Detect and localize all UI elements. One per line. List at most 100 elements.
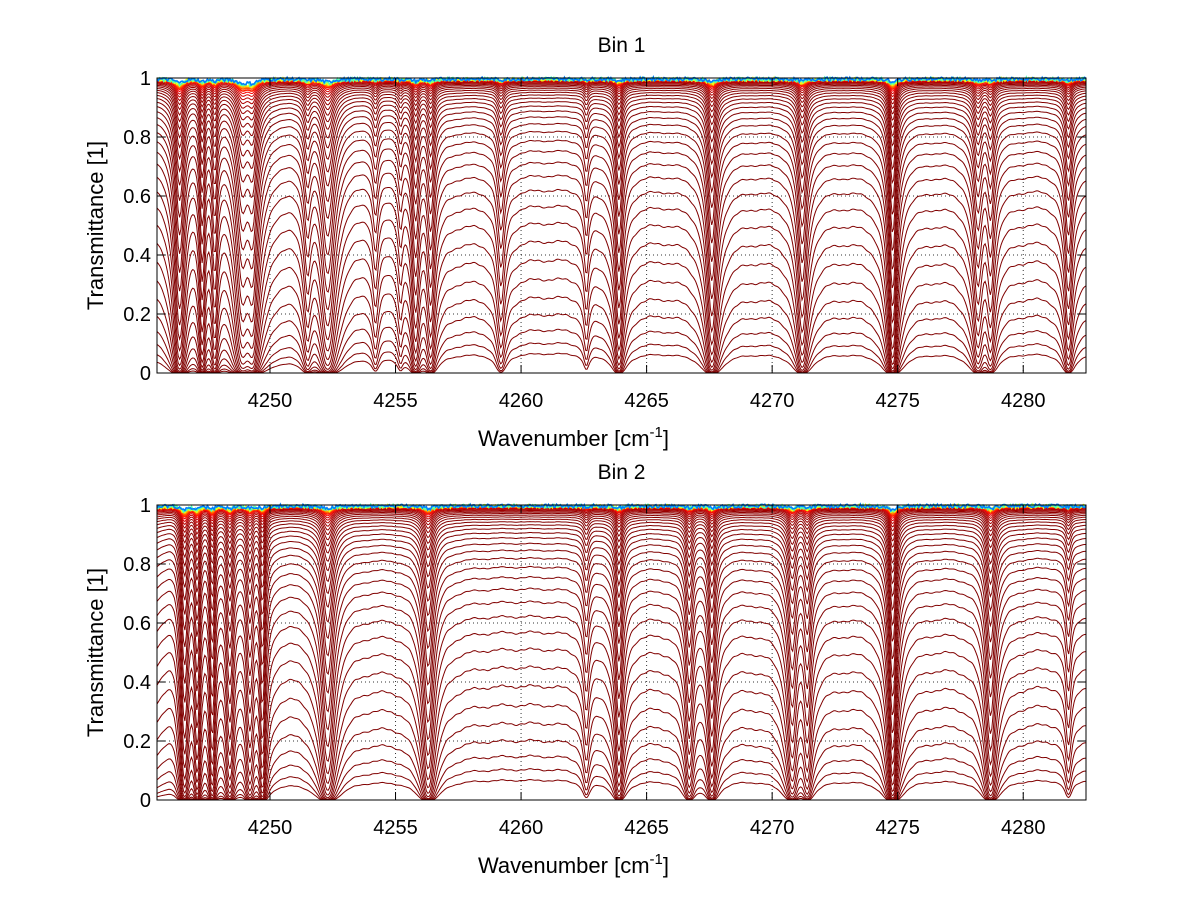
series-line xyxy=(157,110,1086,233)
series-line xyxy=(157,97,1086,184)
series-line xyxy=(157,630,1086,789)
series-line xyxy=(157,239,1086,372)
x-axis-label-main: Wavenumber [cm xyxy=(478,853,650,878)
series-line xyxy=(157,188,1086,359)
x-tick-label: 4270 xyxy=(750,817,795,839)
series-line xyxy=(157,221,1086,370)
series-line xyxy=(157,174,1086,350)
series-line xyxy=(157,738,1086,800)
x-tick-label: 4250 xyxy=(248,390,293,412)
x-tick-label: 4275 xyxy=(875,390,920,412)
series-line xyxy=(157,514,1086,559)
x-tick-label: 4260 xyxy=(499,817,544,839)
x-axis-label-superscript: -1 xyxy=(650,424,663,441)
y-tick-label: 0 xyxy=(140,790,151,812)
series-line xyxy=(157,542,1086,666)
series-line xyxy=(157,81,1086,105)
series-line xyxy=(157,101,1086,199)
y-tick-label: 1 xyxy=(140,68,151,90)
series-line xyxy=(157,575,1086,739)
y-axis-label: Transmittance [1] xyxy=(83,568,108,737)
series-line xyxy=(157,341,1086,373)
series-line xyxy=(157,518,1086,578)
series-group xyxy=(157,502,1086,800)
series-group xyxy=(157,75,1086,373)
series-line xyxy=(157,313,1086,373)
series-line xyxy=(157,509,1086,534)
series-line xyxy=(157,139,1086,307)
series-line xyxy=(157,527,1086,615)
series-line xyxy=(157,258,1086,373)
y-tick-label: 0.2 xyxy=(123,304,151,326)
chart-title: Bin 1 xyxy=(598,34,646,57)
series-line xyxy=(157,614,1086,781)
series-line xyxy=(157,508,1086,529)
x-tick-label: 4255 xyxy=(373,390,418,412)
y-tick-label: 0.6 xyxy=(123,613,151,635)
series-line xyxy=(157,116,1086,251)
series-line xyxy=(157,510,1086,539)
series-line xyxy=(157,754,1086,800)
chart-panel-1: Bin 1 4250 4255 4260 4265 4270 4275 4280 0 0.2 0.4… xyxy=(83,34,1087,451)
x-axis-label-superscript: -1 xyxy=(650,851,663,868)
x-axis-label: Wavenumber [cm-1] xyxy=(478,851,669,878)
series-line xyxy=(157,721,1086,800)
series-line xyxy=(157,684,1086,800)
x-tick-label: 4280 xyxy=(1001,817,1046,839)
series-line xyxy=(157,89,1086,146)
axes-box xyxy=(156,77,1087,374)
series-line xyxy=(157,511,1086,544)
series-line xyxy=(157,149,1086,323)
x-tick-label: 4265 xyxy=(624,817,669,839)
x-axis-label: Wavenumber [cm-1] xyxy=(478,424,669,451)
series-line xyxy=(157,81,1086,101)
series-line xyxy=(157,91,1086,157)
series-line xyxy=(157,86,1086,128)
x-axis-label-main: Wavenumber [cm xyxy=(478,426,650,451)
series-line xyxy=(157,508,1086,526)
series-line xyxy=(157,87,1086,137)
series-line xyxy=(157,161,1086,338)
series-line xyxy=(157,536,1086,648)
x-tick-label: 4270 xyxy=(750,390,795,412)
y-tick-label: 0.4 xyxy=(123,245,151,267)
series-line xyxy=(157,665,1086,798)
series-line xyxy=(157,83,1086,115)
y-tick-label: 0 xyxy=(140,363,151,385)
series-line xyxy=(157,521,1086,588)
series-line xyxy=(157,587,1086,755)
x-tick-label: 4265 xyxy=(624,390,669,412)
series-line xyxy=(157,600,1086,769)
y-tick-label: 0.4 xyxy=(123,672,151,694)
series-line xyxy=(157,84,1086,121)
series-line xyxy=(157,556,1086,703)
series-line xyxy=(157,549,1086,684)
x-tick-label: 4275 xyxy=(875,817,920,839)
series-line xyxy=(157,105,1086,215)
series-line xyxy=(157,204,1086,365)
series-line xyxy=(157,565,1086,722)
axes-box xyxy=(156,504,1087,801)
x-axis-label-end: ] xyxy=(663,853,669,878)
y-tick-label: 0.2 xyxy=(123,731,151,753)
y-tick-label: 0.6 xyxy=(123,186,151,208)
series-line xyxy=(157,516,1086,568)
series-line xyxy=(157,647,1086,795)
series-line xyxy=(157,768,1086,800)
series-line xyxy=(157,524,1086,601)
x-tick-label: 4280 xyxy=(1001,390,1046,412)
x-tick-label: 4260 xyxy=(499,390,544,412)
series-line xyxy=(157,277,1086,373)
series-line xyxy=(157,82,1086,109)
series-line xyxy=(157,702,1086,800)
y-axis-label: Transmittance [1] xyxy=(83,141,108,310)
series-line xyxy=(157,130,1086,289)
y-tick-label: 1 xyxy=(140,495,151,517)
y-tick-label: 0.8 xyxy=(123,554,151,576)
series-line xyxy=(157,94,1086,170)
series-line xyxy=(157,532,1086,631)
y-tick-label: 0.8 xyxy=(123,127,151,149)
series-line xyxy=(157,328,1086,373)
x-tick-label: 4255 xyxy=(373,817,418,839)
